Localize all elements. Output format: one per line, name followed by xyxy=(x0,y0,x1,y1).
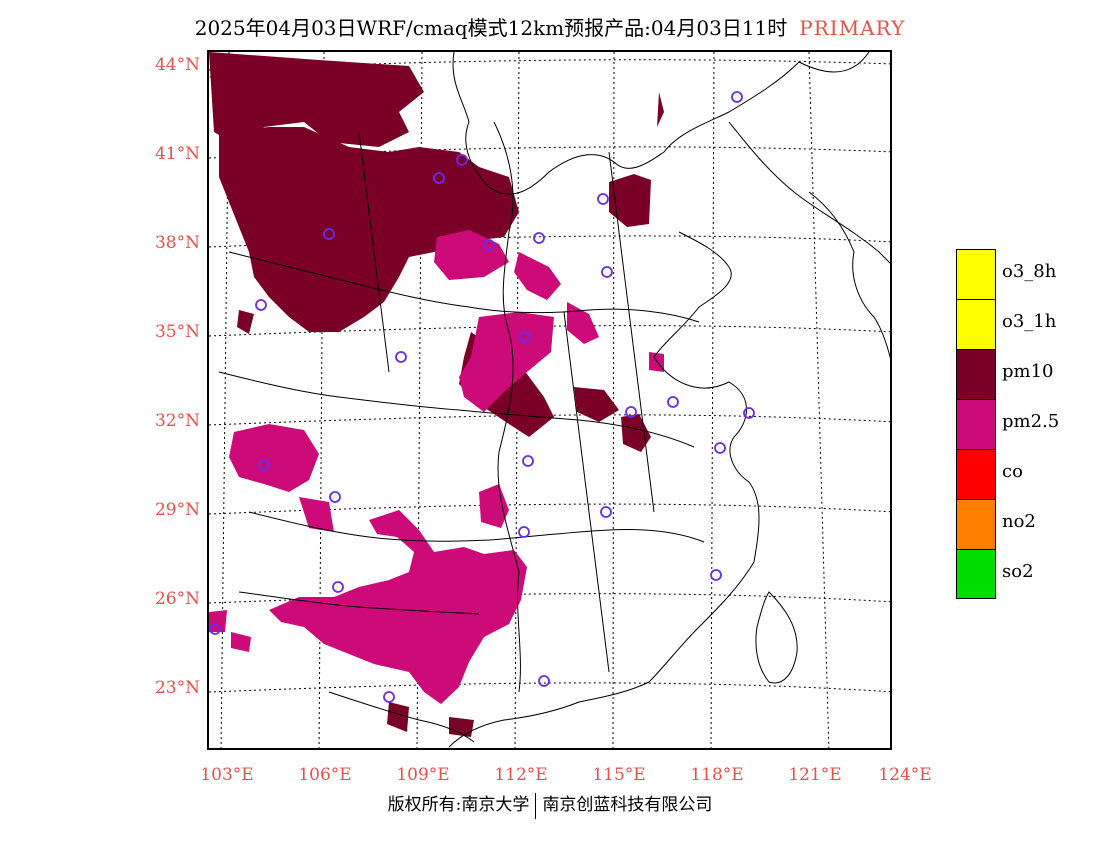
lat-label-41: 41°N xyxy=(154,144,200,164)
lon-label-103: 103°E xyxy=(200,765,254,785)
legend-swatch xyxy=(956,399,996,449)
lon-label-115: 115°E xyxy=(592,765,646,785)
map-canvas xyxy=(209,52,890,748)
legend-label: no2 xyxy=(1002,511,1036,532)
lon-label-124: 124°E xyxy=(878,765,932,785)
map-title: 2025年04月03日WRF/cmaq模式12km预报产品:04月03日11时 P… xyxy=(0,12,1100,41)
legend-swatch xyxy=(956,249,996,299)
lon-label-121: 121°E xyxy=(788,765,842,785)
lat-label-35: 35°N xyxy=(154,322,200,342)
legend-label: so2 xyxy=(1002,561,1034,582)
lon-label-109: 109°E xyxy=(396,765,450,785)
lon-label-118: 118°E xyxy=(690,765,744,785)
lon-label-106: 106°E xyxy=(298,765,352,785)
title-text: 2025年04月03日WRF/cmaq模式12km预报产品:04月03日11时 xyxy=(194,16,788,40)
copyright-right: 南京创蓝科技有限公司 xyxy=(542,795,713,815)
legend-swatch xyxy=(956,549,996,599)
lat-label-32: 32°N xyxy=(154,411,200,431)
copyright-left: 版权所有:南京大学 xyxy=(387,795,530,815)
copyright-footer: 版权所有:南京大学 南京创蓝科技有限公司 xyxy=(0,790,1100,819)
legend-label: pm2.5 xyxy=(1002,411,1060,432)
legend-label: o3_8h xyxy=(1002,261,1057,282)
legend-swatch xyxy=(956,499,996,549)
legend-label: co xyxy=(1002,461,1023,482)
legend-swatch xyxy=(956,449,996,499)
lat-label-44: 44°N xyxy=(154,55,200,75)
boundary-lines xyxy=(218,52,890,748)
legend-label: pm10 xyxy=(1002,361,1054,382)
primary-tag: PRIMARY xyxy=(799,16,906,40)
legend-label: o3_1h xyxy=(1002,311,1057,332)
footer-separator xyxy=(535,792,537,819)
lon-label-112: 112°E xyxy=(494,765,548,785)
station-markers xyxy=(209,91,755,703)
legend-swatch xyxy=(956,349,996,399)
lat-label-23: 23°N xyxy=(154,678,200,698)
lat-label-29: 29°N xyxy=(154,500,200,520)
lat-label-38: 38°N xyxy=(154,233,200,253)
pollutant-map xyxy=(207,50,892,750)
legend-swatch xyxy=(956,299,996,349)
lat-label-26: 26°N xyxy=(154,589,200,609)
